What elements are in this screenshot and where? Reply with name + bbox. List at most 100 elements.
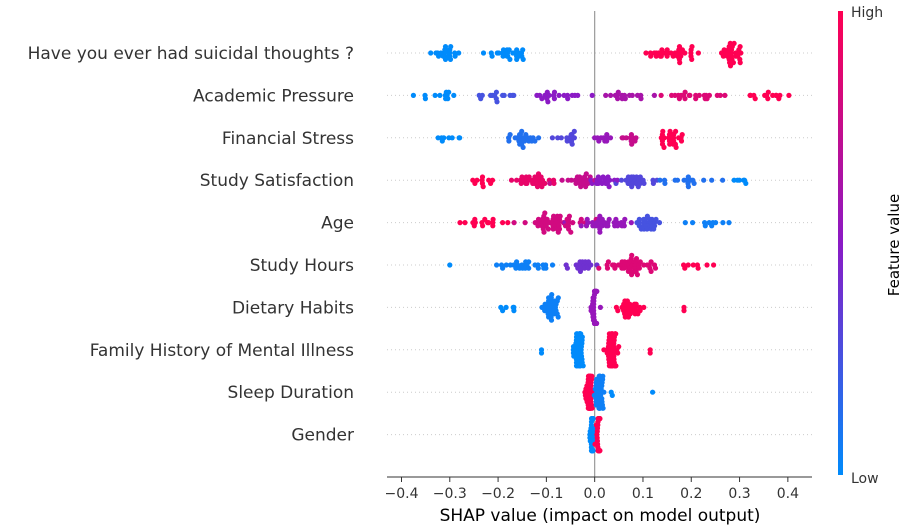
shap-point [786, 92, 792, 98]
shap-point [456, 50, 462, 56]
x-axis-title: SHAP value (impact on model output) [440, 506, 761, 526]
shap-point [551, 96, 558, 102]
shap-point [637, 259, 643, 265]
shap-point [638, 96, 644, 102]
shap-point [493, 89, 499, 95]
feature-label: Gender [291, 426, 354, 446]
shap-point [536, 135, 542, 141]
shap-point [511, 220, 517, 226]
shap-point [597, 304, 604, 310]
shap-point [713, 220, 719, 226]
shap-point [599, 180, 605, 186]
shap-point [701, 177, 707, 183]
shap-point [480, 223, 486, 229]
shap-point [594, 288, 600, 294]
shap-point [579, 334, 585, 340]
shap-point [673, 128, 679, 134]
shap-point [547, 180, 553, 186]
shap-point [580, 363, 586, 369]
shap-point [479, 92, 485, 98]
shap-point [720, 220, 726, 226]
shap-point [629, 272, 635, 278]
shap-point [500, 53, 506, 59]
shap-point [555, 135, 561, 141]
shap-point [410, 92, 416, 98]
shap-point [633, 301, 639, 307]
shap-point [604, 138, 610, 144]
shap-point [681, 308, 687, 314]
shap-point [682, 89, 688, 95]
shap-point [597, 229, 603, 235]
x-tick-label: 0.0 [584, 486, 606, 502]
shap-point [636, 216, 642, 222]
shap-point [538, 350, 545, 356]
shap-point [737, 44, 743, 50]
shap-point [534, 184, 541, 190]
shap-point [452, 53, 458, 59]
feature-label: Study Satisfaction [200, 171, 354, 191]
shap-point [682, 265, 688, 271]
shap-point [462, 220, 468, 226]
shap-point [571, 128, 577, 134]
shap-point [505, 220, 511, 226]
shap-point [494, 262, 500, 268]
shap-point [677, 60, 683, 66]
shap-point [594, 320, 600, 326]
shap-point [607, 135, 614, 141]
shap-point [618, 177, 625, 183]
shap-point [656, 220, 663, 226]
shap-point [508, 177, 515, 183]
shap-point [578, 223, 584, 229]
shap-point [489, 53, 495, 59]
shap-point [555, 295, 561, 301]
shap-point [641, 180, 647, 186]
shap-point [506, 47, 512, 53]
shap-point [622, 96, 628, 102]
shap-point [628, 220, 634, 226]
shap-point [557, 213, 563, 219]
shap-point [652, 223, 658, 229]
shap-point [622, 216, 628, 222]
feature-label: Family History of Mental Illness [90, 341, 354, 361]
shap-point [687, 92, 693, 98]
shap-point [711, 262, 717, 268]
shap-point [606, 184, 612, 190]
shap-point [511, 92, 517, 98]
shap-point [526, 259, 532, 265]
shap-point [548, 317, 555, 323]
shap-point [542, 210, 548, 216]
shap-point [545, 226, 552, 232]
shap-point [447, 262, 453, 268]
shap-point [648, 53, 654, 59]
shap-point [520, 47, 526, 53]
feature-label: Study Hours [250, 256, 354, 276]
shap-point [722, 92, 728, 98]
colorbar-title: Feature value [885, 194, 903, 296]
shap-point [570, 220, 576, 226]
shap-point [578, 216, 584, 222]
shap-point [549, 135, 556, 141]
shap-point [524, 180, 530, 186]
shap-point [500, 47, 507, 53]
shap-point [585, 220, 591, 226]
shap-point [588, 262, 594, 268]
shap-point [489, 177, 496, 183]
shap-point [600, 373, 606, 379]
shap-point [566, 213, 573, 219]
shap-point [549, 292, 555, 298]
colorbar-low-label: Low [851, 471, 879, 487]
colorbar: High Low Feature value [838, 5, 903, 487]
shap-point [731, 40, 737, 47]
shap-point [486, 220, 492, 226]
shap-point [500, 265, 506, 271]
shap-point [490, 223, 496, 229]
shap-point [765, 96, 771, 102]
shap-point [657, 177, 663, 183]
shap-point [447, 56, 454, 63]
shap-point [494, 99, 500, 105]
shap-point [546, 92, 552, 98]
shap-point [589, 92, 595, 98]
shap-point [514, 177, 520, 183]
shap-point [633, 256, 640, 262]
shap-point [445, 96, 451, 102]
